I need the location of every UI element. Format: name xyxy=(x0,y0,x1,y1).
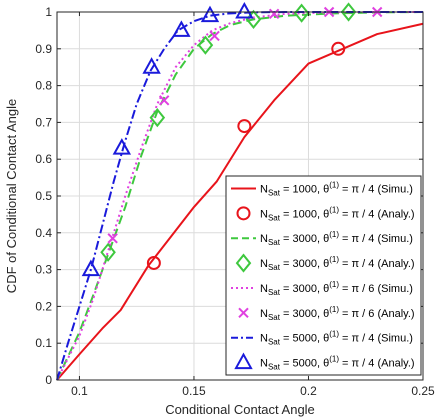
legend-label-part: N xyxy=(260,233,268,245)
legend-label-part: = π / 4 (Analy.) xyxy=(339,208,415,220)
legend-label-1: NSat = 1000, θ(1) = π / 4 (Analy.) xyxy=(260,205,415,222)
y-tick-label: 0.3 xyxy=(35,263,52,277)
y-tick-label: 0.5 xyxy=(35,189,52,203)
legend-marker-7 xyxy=(234,352,253,370)
legend-label-part: (1) xyxy=(329,255,339,264)
legend-label-part: = π / 6 (Analy.) xyxy=(339,308,415,320)
y-axis-label: CDF of Conditional Contact Angle xyxy=(4,99,19,293)
legend-box xyxy=(225,175,422,376)
y-tick-label: 0.4 xyxy=(35,226,52,240)
legend-label-part: Sat xyxy=(268,263,281,272)
legend-label-part: N xyxy=(260,283,268,295)
legend-label-part: = 1000, θ xyxy=(280,183,329,195)
data-marker-3-4 xyxy=(293,3,310,23)
legend-label-7: NSat = 5000, θ(1) = π / 4 (Analy.) xyxy=(260,355,415,372)
x-tick-label: 0.25 xyxy=(411,384,435,398)
series-markers xyxy=(81,1,383,277)
x-tick-label: 0.1 xyxy=(71,384,88,398)
y-tick-label: 0.9 xyxy=(35,42,52,56)
legend-label-part: (1) xyxy=(329,180,339,189)
legend-label-part: Sat xyxy=(268,338,281,347)
legend-label-part: = 3000, θ xyxy=(280,308,329,320)
data-marker-1-1 xyxy=(237,119,252,134)
legend-label-part: = π / 4 (Analy.) xyxy=(339,358,415,370)
axis-ticks: 0.1 0.15 0.2 0.25 0 0.1 0.2 0.3 0.4 0.5 0.6 0.7 0.8 0… xyxy=(35,5,435,398)
legend-label-5: NSat = 3000, θ(1) = π / 6 (Analy.) xyxy=(260,305,415,322)
legend-label-part: Sat xyxy=(268,363,281,372)
legend-label-part: = 1000, θ xyxy=(280,208,329,220)
legend-label-part: = 5000, θ xyxy=(280,358,329,370)
data-marker-7-4 xyxy=(200,5,220,23)
data-marker-5-1 xyxy=(158,95,170,106)
legend-label-part: = π / 4 (Analy.) xyxy=(339,258,415,270)
legend-label-part: = π / 6 (Simu.) xyxy=(339,283,413,295)
legend-label-part: (1) xyxy=(329,305,339,314)
marker-stroke xyxy=(238,307,249,319)
legend-label-part: (1) xyxy=(329,230,339,239)
y-tick-label: 0.7 xyxy=(35,115,52,129)
legend-label-part: (1) xyxy=(329,280,339,289)
x-axis-label: Conditional Contact Angle xyxy=(165,402,315,417)
data-marker-5-0 xyxy=(107,233,118,244)
legend-label-part: Sat xyxy=(268,213,281,222)
x-tick-label: 0.15 xyxy=(182,384,206,398)
legend-label-part: = 5000, θ xyxy=(280,333,329,345)
data-marker-5-3 xyxy=(268,8,280,20)
legend-label-part: N xyxy=(260,308,268,320)
data-marker-3-2 xyxy=(197,35,214,55)
legend-label-part: N xyxy=(260,258,268,270)
legend: NSat = 1000, θ(1) = π / 4 (Simu.)NSat = … xyxy=(225,175,422,376)
legend-label-part: (1) xyxy=(329,355,339,364)
legend-marker-5 xyxy=(238,307,249,319)
legend-label-0: NSat = 1000, θ(1) = π / 4 (Simu.) xyxy=(260,180,413,197)
data-marker-7-5 xyxy=(235,1,254,19)
legend-label-part: = π / 4 (Simu.) xyxy=(339,183,413,195)
marker-stroke xyxy=(107,233,118,244)
legend-label-part: N xyxy=(260,358,268,370)
y-tick-label: 1 xyxy=(45,5,52,19)
data-marker-1-0 xyxy=(146,255,161,270)
data-marker-7-0 xyxy=(81,259,101,277)
legend-marker-1 xyxy=(236,206,251,221)
data-marker-3-0 xyxy=(100,242,116,262)
y-tick-label: 0.8 xyxy=(35,79,52,93)
marker-stroke xyxy=(209,30,220,42)
legend-label-2: NSat = 3000, θ(1) = π / 4 (Simu.) xyxy=(260,230,413,247)
marker-stroke xyxy=(158,95,170,106)
legend-label-part: N xyxy=(260,183,268,195)
marker-stroke xyxy=(268,8,280,20)
legend-label-6: NSat = 5000, θ(1) = π / 4 (Simu.) xyxy=(260,330,413,347)
legend-label-part: Sat xyxy=(268,238,281,247)
series-line-0 xyxy=(56,22,424,381)
x-tick-label: 0.2 xyxy=(300,384,317,398)
legend-marker-3 xyxy=(235,253,252,273)
legend-label-part: = 3000, θ xyxy=(280,233,329,245)
y-tick-label: 0.1 xyxy=(35,336,52,350)
legend-label-part: (1) xyxy=(329,330,339,339)
legend-label-part: Sat xyxy=(268,313,281,322)
legend-label-3: NSat = 3000, θ(1) = π / 4 (Analy.) xyxy=(260,255,415,272)
data-marker-7-3 xyxy=(172,20,191,37)
y-tick-label: 0.2 xyxy=(35,299,52,313)
data-marker-7-1 xyxy=(112,138,132,155)
legend-label-part: = π / 4 (Simu.) xyxy=(339,233,413,245)
legend-label-part: Sat xyxy=(268,188,281,197)
legend-label-part: = 3000, θ xyxy=(280,258,329,270)
data-marker-3-1 xyxy=(149,108,166,128)
legend-label-part: (1) xyxy=(329,205,339,214)
legend-label-part: Sat xyxy=(268,288,281,297)
data-marker-7-2 xyxy=(142,57,161,74)
data-marker-5-2 xyxy=(209,30,220,42)
legend-label-4: NSat = 3000, θ(1) = π / 6 (Simu.) xyxy=(260,280,413,297)
legend-label-part: = π / 4 (Simu.) xyxy=(339,333,413,345)
y-tick-label: 0 xyxy=(45,373,52,387)
legend-label-part: N xyxy=(260,333,268,345)
legend-label-part: = 3000, θ xyxy=(280,283,329,295)
y-tick-label: 0.6 xyxy=(35,152,52,166)
data-marker-1-2 xyxy=(331,41,346,56)
data-marker-3-5 xyxy=(340,2,357,22)
legend-label-part: N xyxy=(260,208,268,220)
